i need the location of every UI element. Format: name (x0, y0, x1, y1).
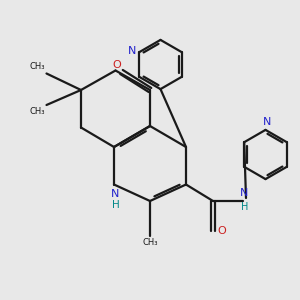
Text: N: N (111, 189, 120, 199)
Text: N: N (128, 46, 136, 56)
Text: CH₃: CH₃ (29, 107, 45, 116)
Text: H: H (241, 202, 248, 212)
Text: CH₃: CH₃ (142, 238, 158, 247)
Text: N: N (240, 188, 249, 198)
Text: O: O (218, 226, 226, 236)
Text: CH₃: CH₃ (29, 62, 45, 71)
Text: H: H (112, 200, 119, 210)
Text: O: O (112, 60, 122, 70)
Text: N: N (263, 117, 271, 128)
